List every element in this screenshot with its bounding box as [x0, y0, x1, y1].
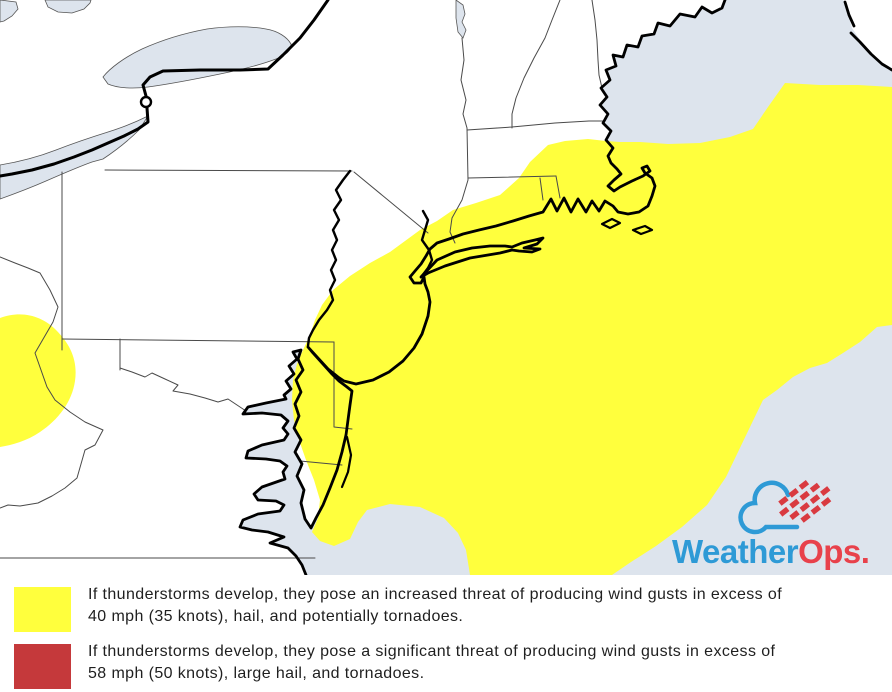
- hudson-river: [420, 209, 434, 278]
- legend-line: If thunderstorms develop, they pose a si…: [88, 643, 776, 660]
- logo-wordmark: WeatherOps.: [672, 533, 869, 570]
- border-st-lawrence-lakes: [0, 0, 330, 178]
- border-ma-south: [467, 175, 557, 179]
- risk-polygon-coastal: [292, 83, 892, 575]
- grand-island-loop: [139, 95, 153, 109]
- border-potomac: [119, 367, 247, 412]
- border-ri-ct: [539, 177, 544, 201]
- barrier-island: [340, 435, 353, 489]
- us-canada-border: [0, 0, 330, 178]
- canadian-lake-east: [44, 0, 92, 14]
- border-vt-nh: [511, 0, 561, 129]
- border-ny-vt: [449, 37, 469, 244]
- atlantic-coastline: [238, 0, 727, 577]
- significant-risk-description: If thunderstorms develop, they pose a si…: [88, 641, 888, 685]
- border-pa-north: [104, 169, 353, 172]
- increased-risk-area: [0, 83, 892, 575]
- increased-risk-swatch: [14, 587, 71, 632]
- legend-line: 58 mph (50 knots), large hail, and torna…: [88, 665, 425, 682]
- logo-cloud-icon: [738, 480, 800, 535]
- increased-risk-description: If thunderstorms develop, they pose an i…: [88, 584, 888, 628]
- border-delmarva-md-va: [299, 460, 343, 466]
- logo-word-weather: Weather: [672, 533, 799, 570]
- marthas-vineyard: [600, 217, 622, 230]
- weatherops-logo: WeatherOps.: [672, 479, 870, 570]
- nova-scotia-coastline: [843, 0, 892, 72]
- canadian-lake-west: [0, 0, 19, 23]
- logo-storm-stripes-icon: [778, 479, 832, 523]
- border-ny-nj: [353, 171, 429, 234]
- state-borders: [0, 0, 606, 559]
- border-nh-me: [591, 0, 603, 89]
- border-ri-ma: [555, 175, 561, 199]
- border-ma-north: [466, 120, 606, 131]
- lake-ontario: [102, 26, 292, 89]
- lake-champlain: [455, 0, 467, 39]
- border-mason-dixon: [61, 338, 335, 343]
- legend-line: 40 mph (35 knots), hail, and potentially…: [88, 608, 464, 625]
- long-island: [419, 236, 545, 279]
- nantucket: [631, 224, 654, 236]
- coastlines: [238, 0, 892, 577]
- map-area: WeatherOps.: [0, 0, 892, 577]
- risk-polygon-west: [0, 314, 76, 447]
- legend: If thunderstorms develop, they pose an i…: [0, 575, 892, 692]
- significant-risk-swatch: [14, 644, 71, 689]
- border-wv-va: [0, 256, 104, 509]
- weather-risk-map: WeatherOps.: [0, 0, 892, 577]
- legend-line: If thunderstorms develop, they pose an i…: [88, 586, 783, 603]
- delaware-river: [306, 169, 352, 348]
- logo-word-ops: Ops.: [798, 533, 869, 570]
